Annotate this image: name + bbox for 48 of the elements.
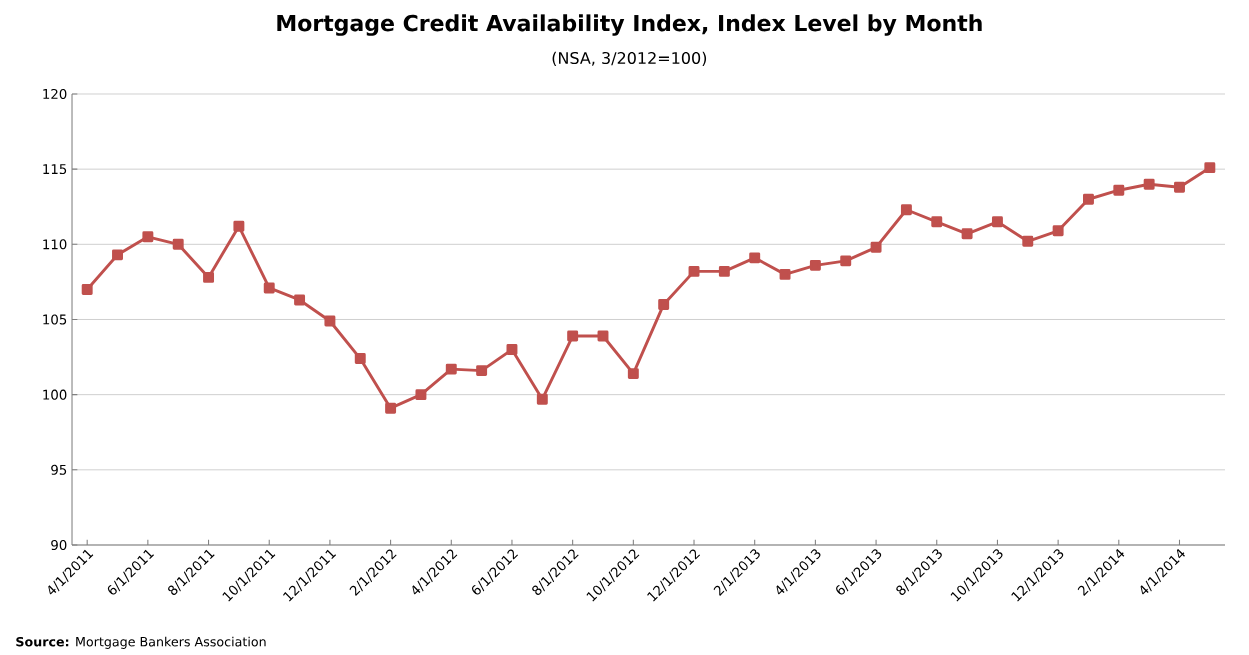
point [779,268,791,280]
point [112,249,123,261]
point [809,259,821,271]
point [536,393,548,405]
point [900,204,912,216]
chart-title: Mortgage Credit Availability Index, Index Level by Month [277,14,982,36]
point [142,231,154,243]
point [718,265,730,277]
point [567,330,579,342]
point [385,402,397,414]
point [1174,181,1185,193]
point [324,315,336,327]
point [931,216,943,228]
y-tick-label: 115 [43,164,67,175]
point [1052,225,1064,237]
point [840,255,852,267]
point [415,389,427,401]
point [263,282,275,294]
chart-subtitle: (NSA, 3/2012=100) [552,51,707,66]
y-tick-label: 110 [43,239,67,250]
y-tick-label: 95 [51,464,67,475]
point [172,238,184,250]
point [870,241,882,253]
point [1204,162,1216,174]
point [597,330,609,342]
point [506,344,518,356]
point [658,298,670,310]
point [961,228,973,240]
point [354,353,366,365]
point [445,363,457,375]
point [1083,193,1094,205]
y-tick-label: 90 [51,539,67,551]
point [688,265,700,277]
point [1143,178,1155,190]
point [991,216,1003,228]
y-tick-label: 105 [43,314,67,325]
point [233,220,245,232]
point [294,294,306,306]
point [1113,184,1125,196]
point [1022,235,1034,247]
text: Source: Mortgage Bankers Association [16,636,266,649]
point [627,368,639,380]
y-tick-label: 120 [43,88,67,100]
y-tick-label: 100 [43,389,67,400]
point [203,271,215,283]
point [81,283,93,295]
point [749,252,761,264]
point [476,365,488,377]
